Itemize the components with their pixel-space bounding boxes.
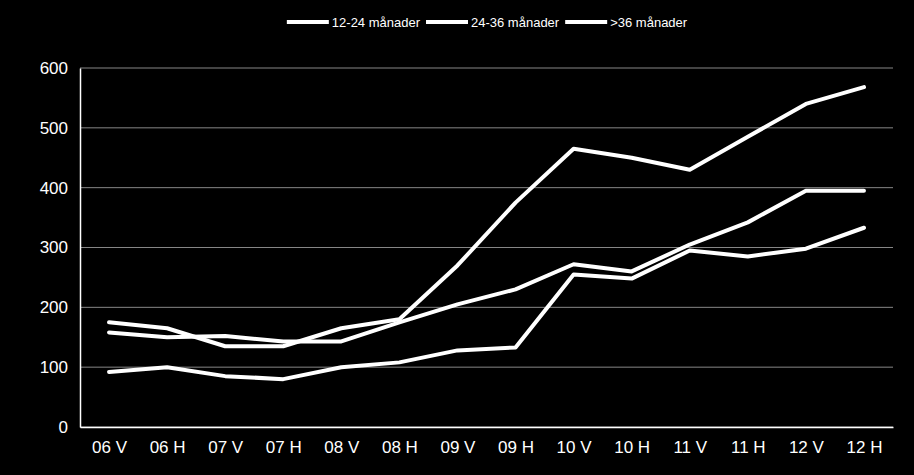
legend-swatch xyxy=(565,20,607,24)
y-tick-label: 200 xyxy=(40,298,68,317)
x-tick-label: 09 V xyxy=(440,438,476,457)
x-tick: 11 V xyxy=(673,427,707,457)
x-tick-label: 08 H xyxy=(382,438,418,457)
x-tick: 08 H xyxy=(382,427,418,457)
y-tick: 100 xyxy=(40,358,80,377)
y-tick-label: 600 xyxy=(40,59,68,78)
x-tick: 07 H xyxy=(266,427,302,457)
y-tick: 500 xyxy=(40,119,80,138)
x-tick-label: 12 H xyxy=(847,438,883,457)
y-tick: 200 xyxy=(40,298,80,317)
x-axis: 06 V 06 H 07 V 07 H 08 V 08 H 09 V 09 H 10 V 10 H… xyxy=(81,427,894,457)
x-tick: 09 H xyxy=(498,427,534,457)
grid-line xyxy=(80,427,893,428)
x-tick-label: 11 V xyxy=(673,438,707,457)
x-tick-label: 09 H xyxy=(498,438,534,457)
y-tick: 300 xyxy=(40,238,80,257)
y-tick-label: 0 xyxy=(59,418,68,437)
legend: 12-24 månader 24-36 månader >36 månader xyxy=(287,15,688,30)
legend-label: 24-36 månader xyxy=(471,15,560,30)
legend-item: >36 månader xyxy=(565,15,688,30)
y-tick: 600 xyxy=(40,59,80,78)
x-tick-label: 07 H xyxy=(266,438,302,457)
x-tick: 09 V xyxy=(440,427,476,457)
grid-line xyxy=(80,127,893,128)
grid xyxy=(80,68,893,427)
x-tick: 11 H xyxy=(731,427,766,457)
x-tick: 07 V xyxy=(208,427,244,457)
grid-line xyxy=(80,247,893,248)
x-tick-label: 07 V xyxy=(208,438,244,457)
legend-item: 12-24 månader xyxy=(287,15,421,30)
background xyxy=(0,0,914,475)
y-axis-line xyxy=(80,69,82,428)
x-tick-label: 12 V xyxy=(789,438,825,457)
chart: 010020030040050060006 V06 H07 V07 H08 V0… xyxy=(0,0,914,475)
legend-label: >36 månader xyxy=(610,15,688,30)
y-tick-label: 400 xyxy=(40,179,68,198)
legend-swatch xyxy=(287,20,329,24)
x-tick-label: 11 H xyxy=(731,438,766,457)
legend-label: 12-24 månader xyxy=(332,15,421,30)
x-axis-line xyxy=(81,427,894,429)
x-tick: 06 V xyxy=(92,427,128,457)
x-tick-label: 08 V xyxy=(324,438,360,457)
y-tick-label: 100 xyxy=(40,358,68,377)
series-line xyxy=(109,191,864,342)
lines xyxy=(109,87,864,379)
x-tick: 08 V xyxy=(324,427,360,457)
x-tick-label: 06 V xyxy=(92,438,128,457)
y-tick-label: 500 xyxy=(40,119,68,138)
legend-swatch xyxy=(426,20,468,24)
grid-line xyxy=(80,307,893,308)
y-tick: 0 xyxy=(59,418,80,437)
grid-line xyxy=(80,68,893,69)
x-tick: 10 V xyxy=(557,427,593,457)
y-axis: 0 100 200 300 400 500 600 xyxy=(40,59,81,437)
x-tick: 12 V xyxy=(789,427,825,457)
series-line xyxy=(109,228,864,379)
x-tick-label: 06 H xyxy=(150,438,186,457)
x-tick: 12 H xyxy=(847,427,883,457)
x-tick: 10 H xyxy=(614,427,650,457)
grid-line xyxy=(80,187,893,188)
y-tick-label: 300 xyxy=(40,238,68,257)
series-line xyxy=(109,87,864,346)
x-tick-label: 10 H xyxy=(614,438,650,457)
y-tick: 400 xyxy=(40,179,80,198)
x-tick-label: 10 V xyxy=(557,438,593,457)
legend-item: 24-36 månader xyxy=(426,15,560,30)
x-tick: 06 H xyxy=(150,427,186,457)
grid-line xyxy=(80,367,893,368)
